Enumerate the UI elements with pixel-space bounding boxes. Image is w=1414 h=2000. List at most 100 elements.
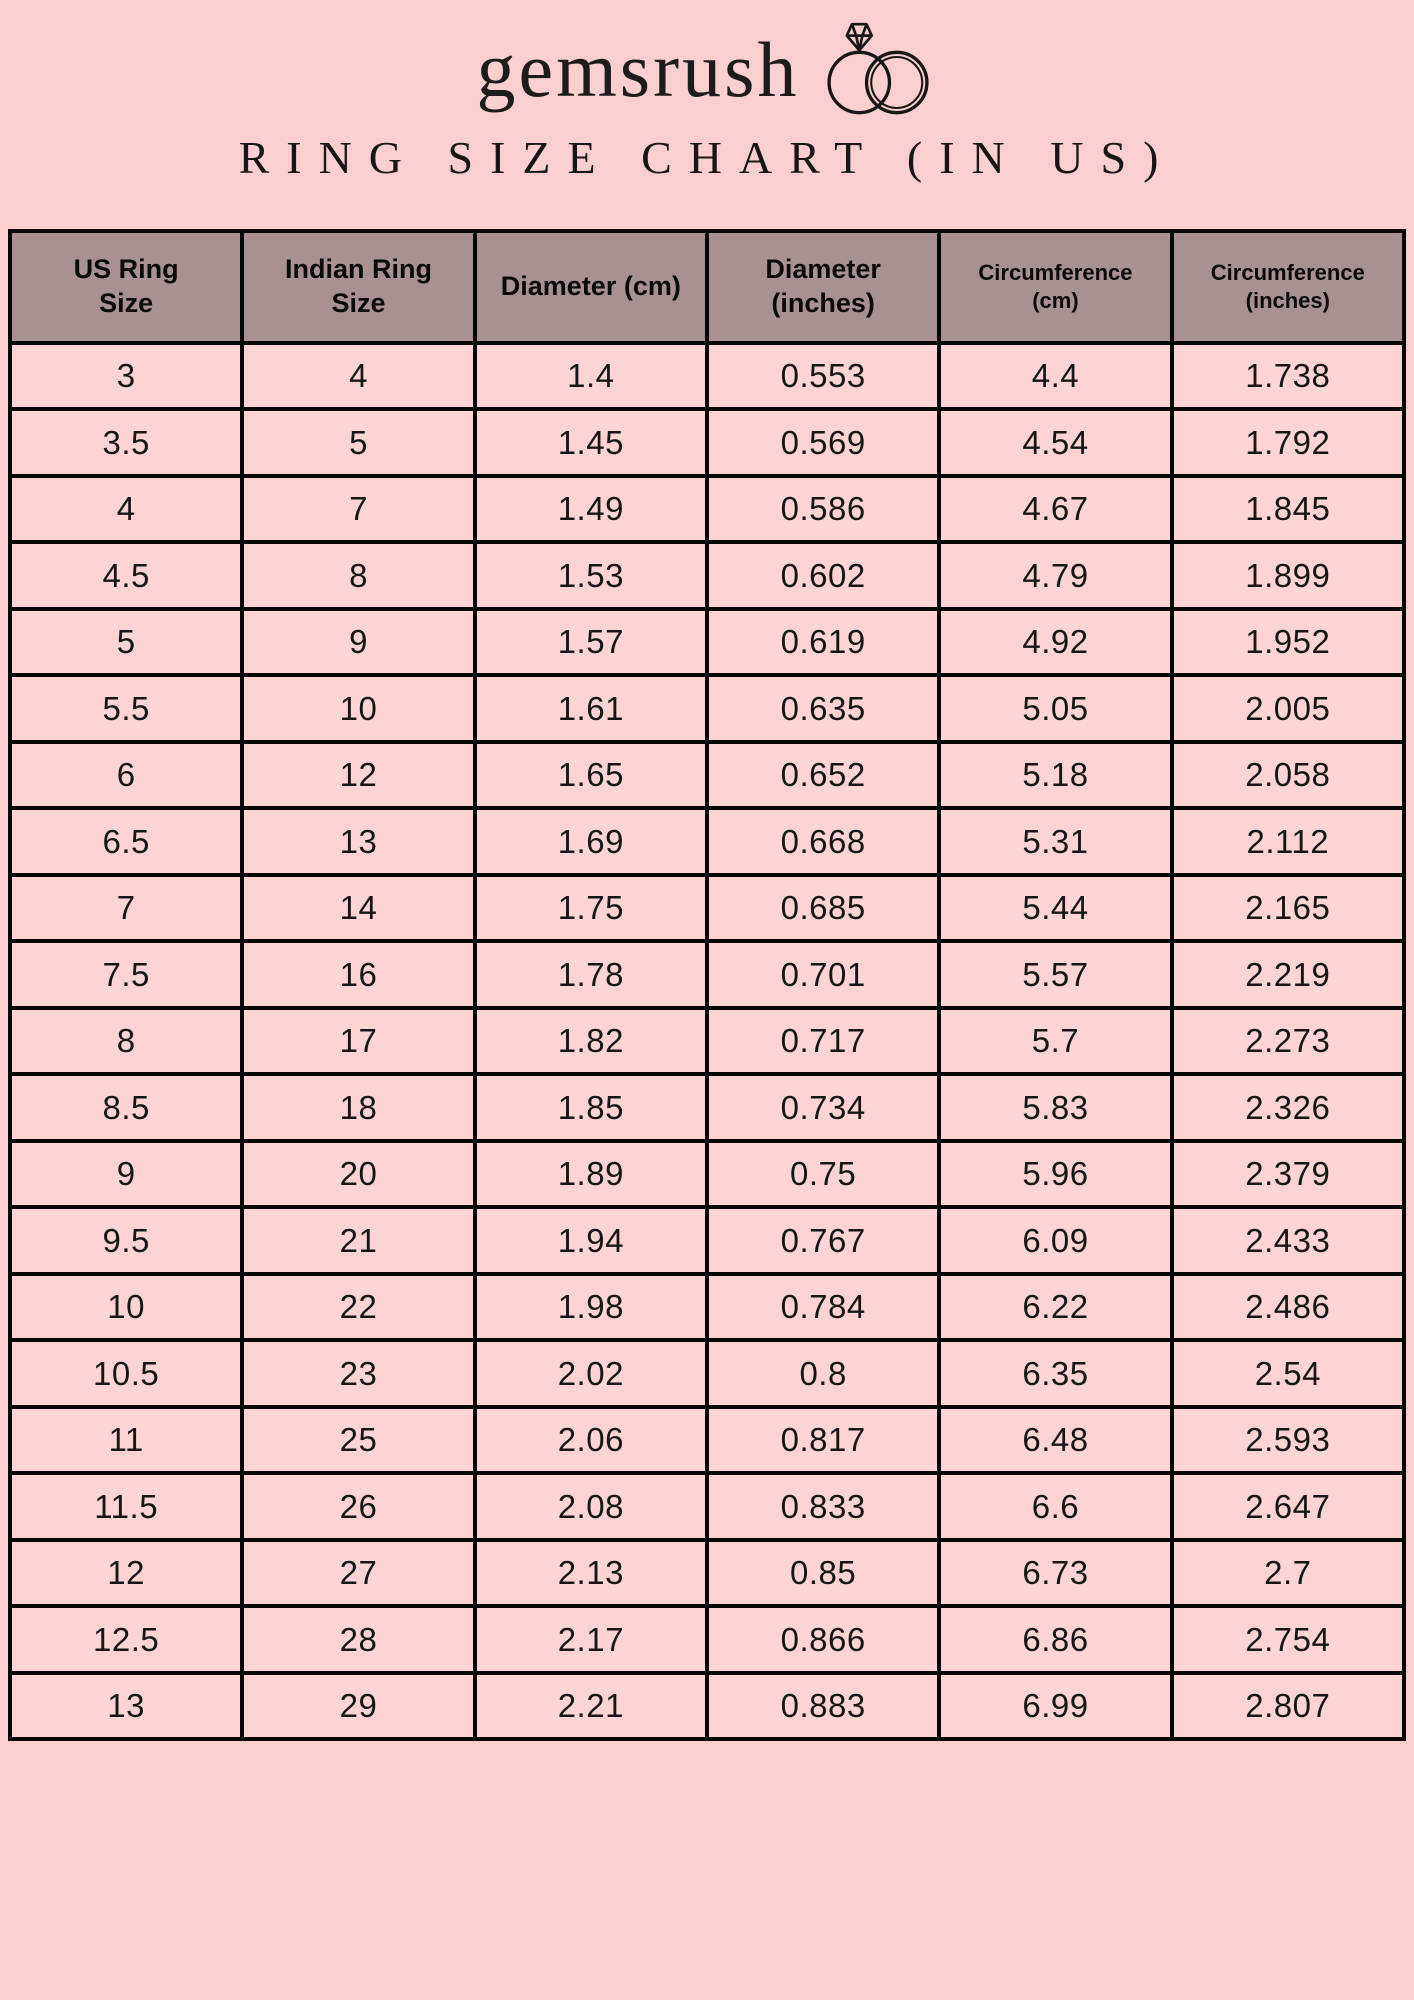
table-cell: 0.586 [704, 473, 942, 545]
table-cell: 3.5 [7, 407, 245, 478]
table-cell: 1.94 [472, 1205, 709, 1276]
table-cell: 4.92 [937, 606, 1174, 678]
table-cell: 21 [240, 1205, 477, 1276]
table-row: 9 20 1.89 0.75 5.96 2.379 [7, 1138, 1407, 1210]
table-cell: 25 [240, 1404, 477, 1476]
table-cell: 1.845 [1169, 473, 1407, 545]
table-cell: 2.17 [472, 1604, 709, 1675]
table-cell: 1.69 [472, 806, 709, 877]
table-cell: 20 [240, 1138, 477, 1210]
table-cell: 29 [240, 1670, 477, 1742]
table-cell: 14 [240, 872, 477, 944]
table-cell: 0.717 [704, 1005, 942, 1077]
table-cell: 1.49 [472, 473, 709, 545]
table-cell: 1.899 [1169, 540, 1407, 611]
table-cell: 5 [240, 407, 477, 478]
table-cell: 0.883 [704, 1670, 942, 1742]
table-cell: 8 [7, 1005, 245, 1077]
table-cell: 6 [7, 739, 245, 811]
table-cell: 1.78 [472, 939, 709, 1010]
ring-size-table-body: 3 4 1.4 0.553 4.4 1.738 3.5 5 1.45 0.569 4.54 1.792… [7, 340, 1407, 1742]
table-cell: 6.86 [937, 1604, 1174, 1675]
table-cell: 6.73 [937, 1537, 1174, 1609]
table-cell: 2.219 [1169, 939, 1407, 1010]
table-cell: 2.379 [1169, 1138, 1407, 1210]
table-cell: 10.5 [7, 1338, 245, 1409]
table-cell: 0.553 [704, 340, 942, 412]
table-header-row: US Ring Size Indian Ring Size Diameter (… [7, 228, 1407, 345]
table-cell: 11.5 [7, 1471, 245, 1542]
table-cell: 22 [240, 1271, 477, 1343]
table-cell: 2.754 [1169, 1604, 1407, 1675]
table-cell: 5.57 [937, 939, 1174, 1010]
table-cell: 5.83 [937, 1072, 1174, 1143]
table-cell: 26 [240, 1471, 477, 1542]
table-cell: 6.22 [937, 1271, 1174, 1343]
column-header-circumference-cm: Circumference (cm) [937, 228, 1174, 345]
table-cell: 17 [240, 1005, 477, 1077]
table-cell: 2.54 [1169, 1338, 1407, 1409]
table-row: 8 17 1.82 0.717 5.7 2.273 [7, 1005, 1407, 1077]
table-cell: 2.165 [1169, 872, 1407, 944]
table-cell: 4 [240, 340, 477, 412]
table-cell: 7 [240, 473, 477, 545]
table-cell: 6.48 [937, 1404, 1174, 1476]
table-cell: 23 [240, 1338, 477, 1409]
column-header-indian-ring-size: Indian Ring Size [240, 228, 477, 345]
table-cell: 1.82 [472, 1005, 709, 1077]
table-cell: 2.433 [1169, 1205, 1407, 1276]
table-cell: 3 [7, 340, 245, 412]
table-cell: 2.058 [1169, 739, 1407, 811]
table-cell: 0.602 [704, 540, 942, 611]
table-cell: 2.486 [1169, 1271, 1407, 1343]
table-cell: 1.85 [472, 1072, 709, 1143]
table-cell: 1.738 [1169, 340, 1407, 412]
table-cell: 0.569 [704, 407, 942, 478]
table-row: 10.5 23 2.02 0.8 6.35 2.54 [7, 1338, 1407, 1409]
table-cell: 8 [240, 540, 477, 611]
table-cell: 9.5 [7, 1205, 245, 1276]
table-cell: 6.5 [7, 806, 245, 877]
table-row: 3.5 5 1.45 0.569 4.54 1.792 [7, 407, 1407, 478]
table-cell: 0.833 [704, 1471, 942, 1542]
table-cell: 28 [240, 1604, 477, 1675]
table-row: 5.5 10 1.61 0.635 5.05 2.005 [7, 673, 1407, 744]
table-cell: 5.5 [7, 673, 245, 744]
table-row: 11 25 2.06 0.817 6.48 2.593 [7, 1404, 1407, 1476]
table-cell: 2.647 [1169, 1471, 1407, 1542]
table-cell: 1.4 [472, 340, 709, 412]
table-cell: 2.7 [1169, 1537, 1407, 1609]
ring-size-table: US Ring Size Indian Ring Size Diameter (… [7, 228, 1407, 1742]
table-cell: 1.61 [472, 673, 709, 744]
table-cell: 18 [240, 1072, 477, 1143]
column-header-us-ring-size: US Ring Size [7, 228, 245, 345]
table-row: 7.5 16 1.78 0.701 5.57 2.219 [7, 939, 1407, 1010]
table-cell: 1.952 [1169, 606, 1407, 678]
table-cell: 2.21 [472, 1670, 709, 1742]
table-cell: 6.09 [937, 1205, 1174, 1276]
table-row: 12.5 28 2.17 0.866 6.86 2.754 [7, 1604, 1407, 1675]
table-cell: 0.866 [704, 1604, 942, 1675]
table-cell: 10 [240, 673, 477, 744]
table-cell: 5 [7, 606, 245, 678]
table-cell: 0.767 [704, 1205, 942, 1276]
table-cell: 1.89 [472, 1138, 709, 1210]
table-cell: 1.53 [472, 540, 709, 611]
column-header-diameter-cm: Diameter (cm) [472, 228, 709, 345]
table-cell: 0.85 [704, 1537, 942, 1609]
table-cell: 5.18 [937, 739, 1174, 811]
interlocked-wedding-rings-icon [827, 22, 930, 115]
table-row: 3 4 1.4 0.553 4.4 1.738 [7, 340, 1407, 412]
table-cell: 6.99 [937, 1670, 1174, 1742]
table-cell: 2.273 [1169, 1005, 1407, 1077]
table-row: 4.5 8 1.53 0.602 4.79 1.899 [7, 540, 1407, 611]
table-cell: 13 [240, 806, 477, 877]
table-row: 6 12 1.65 0.652 5.18 2.058 [7, 739, 1407, 811]
table-cell: 2.06 [472, 1404, 709, 1476]
table-cell: 5.96 [937, 1138, 1174, 1210]
table-cell: 9 [240, 606, 477, 678]
table-row: 8.5 18 1.85 0.734 5.83 2.326 [7, 1072, 1407, 1143]
table-cell: 1.792 [1169, 407, 1407, 478]
table-cell: 4.79 [937, 540, 1174, 611]
table-cell: 13 [7, 1670, 245, 1742]
